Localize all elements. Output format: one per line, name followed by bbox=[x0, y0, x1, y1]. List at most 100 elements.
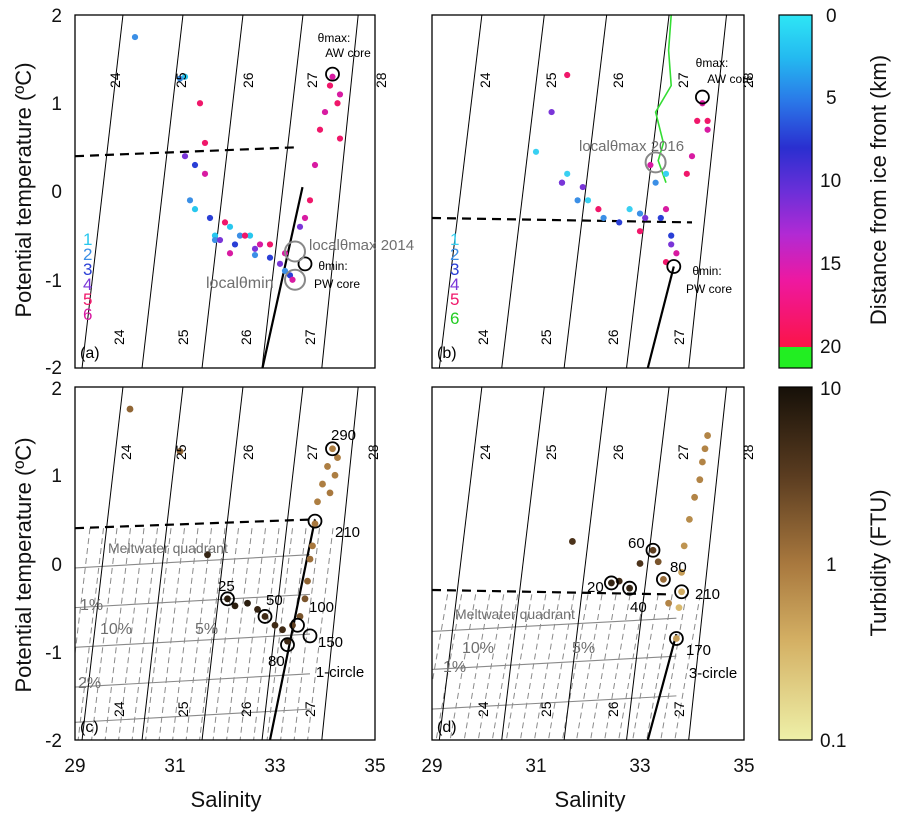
isopycnal-label: 27 bbox=[671, 701, 687, 717]
legend-item: 3 bbox=[450, 260, 459, 279]
profile-3-point bbox=[668, 232, 675, 239]
xtick-label: 31 bbox=[164, 756, 185, 777]
mixing-fraction-line bbox=[75, 633, 311, 648]
turbidity-point bbox=[304, 577, 311, 585]
isopycnal-line bbox=[321, 387, 359, 740]
isopycnal-line bbox=[626, 15, 670, 368]
mixing-fraction-line bbox=[75, 593, 311, 609]
profile-6-point bbox=[289, 276, 296, 283]
profile-5-point bbox=[326, 82, 334, 89]
depth-circle bbox=[622, 580, 637, 596]
turbidity-point bbox=[311, 520, 319, 528]
profile-3-point bbox=[657, 214, 664, 222]
isopycnal-label: 27 bbox=[675, 72, 691, 88]
turbidity-point bbox=[306, 555, 314, 563]
depth-label: 25 bbox=[218, 578, 235, 595]
isopycnal-label: 27 bbox=[675, 444, 691, 460]
x-axis-label: Salinity bbox=[191, 787, 262, 812]
profile-5-point bbox=[683, 170, 690, 177]
isopycnal-line bbox=[626, 387, 670, 740]
isopycnal-line bbox=[563, 15, 608, 368]
meltwater-dashed-line bbox=[505, 594, 533, 740]
profile-points bbox=[131, 33, 344, 283]
colorbar-tick: 20 bbox=[820, 337, 841, 358]
axes-frame bbox=[74, 386, 376, 741]
profile-3-point bbox=[616, 219, 623, 226]
profile-1-point bbox=[532, 148, 540, 155]
isopycnal-label: 25 bbox=[538, 329, 554, 345]
freezing-dashed-line bbox=[75, 518, 316, 530]
meltwater-dashed-line bbox=[91, 528, 118, 740]
legend-item: 2 bbox=[83, 245, 92, 264]
profile-5-point bbox=[316, 126, 324, 133]
turbidity-point bbox=[261, 613, 269, 620]
ytick-label: 1 bbox=[51, 466, 62, 487]
turbidity-point bbox=[675, 604, 683, 612]
distance-colorbar: 0 5 10 15 20 Distance from ice front (km… bbox=[778, 6, 891, 369]
isopycnal-label: 27 bbox=[302, 701, 318, 717]
meltwater-quadrant-label: Meltwater quadrant bbox=[108, 540, 228, 556]
ytick-label: 1 bbox=[51, 94, 62, 115]
depth-circle bbox=[604, 575, 619, 591]
isopycnal-label: 26 bbox=[605, 701, 621, 717]
panel-b: (b) 24 25 26 27 28 24 25 26 27 1 2 3 4 5… bbox=[431, 14, 756, 369]
panel-label: (b) bbox=[437, 345, 457, 362]
profile-4-point bbox=[579, 183, 586, 191]
aw-core-label: AW core bbox=[325, 46, 371, 60]
legend-item: 4 bbox=[450, 275, 459, 294]
meltwater-dashed-line bbox=[519, 594, 547, 740]
isopycnals bbox=[438, 15, 728, 368]
legend-item: 1 bbox=[83, 230, 92, 249]
profile-4-point bbox=[296, 223, 304, 230]
profile-6-swatch bbox=[779, 347, 812, 368]
core-circle bbox=[325, 66, 340, 82]
freezing-dashed-line bbox=[432, 216, 693, 224]
local-theta-max-label: localθmax 2014 bbox=[309, 237, 414, 254]
percent-label: 10% bbox=[100, 621, 132, 638]
depth-markers bbox=[220, 441, 340, 653]
meltwater-dashed-line bbox=[253, 528, 280, 740]
meltwater-dashed-line bbox=[212, 528, 239, 740]
turbidity-points bbox=[126, 405, 341, 645]
isopycnal-label: 28 bbox=[740, 444, 756, 460]
isopycnal-label: 26 bbox=[238, 701, 254, 717]
isopycnal-label: 26 bbox=[238, 329, 254, 345]
profile-2-point bbox=[211, 236, 219, 244]
isopycnal-label: 27 bbox=[671, 329, 687, 345]
turbidity-point bbox=[331, 471, 339, 479]
turbidity-point bbox=[686, 515, 693, 523]
profile-1-point bbox=[226, 223, 234, 230]
colorbar-tick: 1 bbox=[826, 555, 837, 576]
meltwater-dashed-line bbox=[266, 528, 293, 740]
ytick-label: -2 bbox=[45, 358, 62, 379]
isopycnal-line bbox=[201, 15, 244, 368]
local-extremum-circle bbox=[284, 240, 306, 263]
profile-2-point bbox=[600, 214, 607, 222]
profile-5-point bbox=[241, 232, 249, 239]
local-extremum-circle bbox=[644, 151, 667, 174]
isopycnal-label: 26 bbox=[610, 72, 626, 88]
mixing-fraction-line bbox=[432, 695, 677, 710]
circle-label: 1-circle bbox=[316, 664, 364, 681]
meltwater-dashed-line bbox=[158, 528, 185, 740]
depth-circle bbox=[257, 609, 273, 624]
turbidity-point bbox=[678, 568, 685, 576]
meltwater-dashed-line bbox=[561, 594, 589, 740]
depth-markers bbox=[604, 542, 689, 646]
profile-1-point bbox=[191, 206, 199, 213]
profile-5-point bbox=[694, 117, 701, 124]
turbidity-point bbox=[701, 445, 709, 453]
meltwater-dashed-line bbox=[199, 528, 226, 740]
isopycnal-label: 26 bbox=[610, 444, 626, 460]
mixing-fraction-line bbox=[75, 554, 311, 569]
turbidity-point bbox=[704, 432, 711, 439]
theta-min-label: θmin: bbox=[318, 259, 347, 273]
profile-6-line bbox=[654, 15, 673, 183]
profile-6-point bbox=[329, 73, 336, 80]
colorbar-frame bbox=[778, 386, 813, 741]
depth-circle bbox=[674, 584, 689, 600]
profile-2-point bbox=[652, 179, 659, 186]
profile-4-point bbox=[276, 260, 284, 267]
turbidity-point bbox=[608, 579, 615, 587]
depth-label: 170 bbox=[686, 642, 711, 659]
